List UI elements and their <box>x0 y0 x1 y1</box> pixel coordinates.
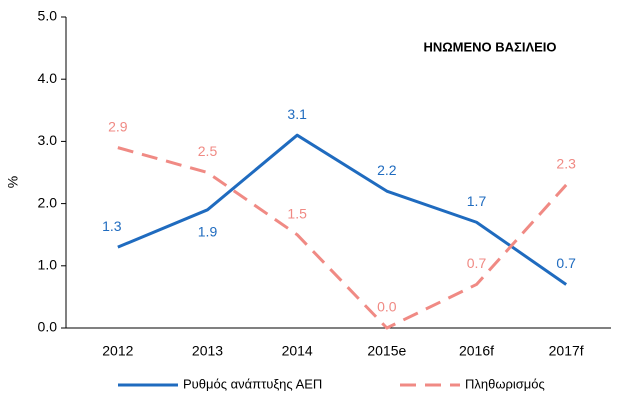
legend-label: Ρυθμός ανάπτυξης ΑΕΠ <box>183 376 322 391</box>
y-tick-label: 1.0 <box>38 257 58 273</box>
data-label: 0.7 <box>467 255 487 271</box>
series-line <box>117 146 568 330</box>
annotation: ΗΝΩΜΕΝΟ ΒΑΣΙΛΕΙΟ <box>423 39 556 54</box>
y-axis-label: % <box>5 176 21 188</box>
legend-label: Πληθωρισμός <box>465 376 545 391</box>
y-tick-label: 4.0 <box>38 70 58 86</box>
y-tick-label: 0.0 <box>38 319 58 335</box>
y-tick-label: 2.0 <box>38 194 58 210</box>
data-label: 2.9 <box>108 118 128 134</box>
x-tick-label: 2013 <box>192 343 223 359</box>
x-tick-label: 2017f <box>549 343 584 359</box>
data-label: 2.3 <box>556 156 576 172</box>
data-label: 0.0 <box>377 299 397 315</box>
y-tick-label: 3.0 <box>38 132 58 148</box>
data-label: 2.2 <box>377 162 397 178</box>
data-label: 1.5 <box>287 205 307 221</box>
data-label: 1.7 <box>467 193 487 209</box>
x-tick-label: 2014 <box>282 343 313 359</box>
x-tick-label: 2012 <box>102 343 133 359</box>
data-label: 2.5 <box>198 143 218 159</box>
data-label: 3.1 <box>287 106 307 122</box>
x-tick-label: 2015e <box>367 343 406 359</box>
y-tick-label: 5.0 <box>38 8 58 24</box>
series-line <box>117 133 568 286</box>
data-label: 1.9 <box>198 224 218 240</box>
data-label: 0.7 <box>556 255 576 271</box>
x-tick-label: 2016f <box>459 343 494 359</box>
data-label: 1.3 <box>102 218 122 234</box>
